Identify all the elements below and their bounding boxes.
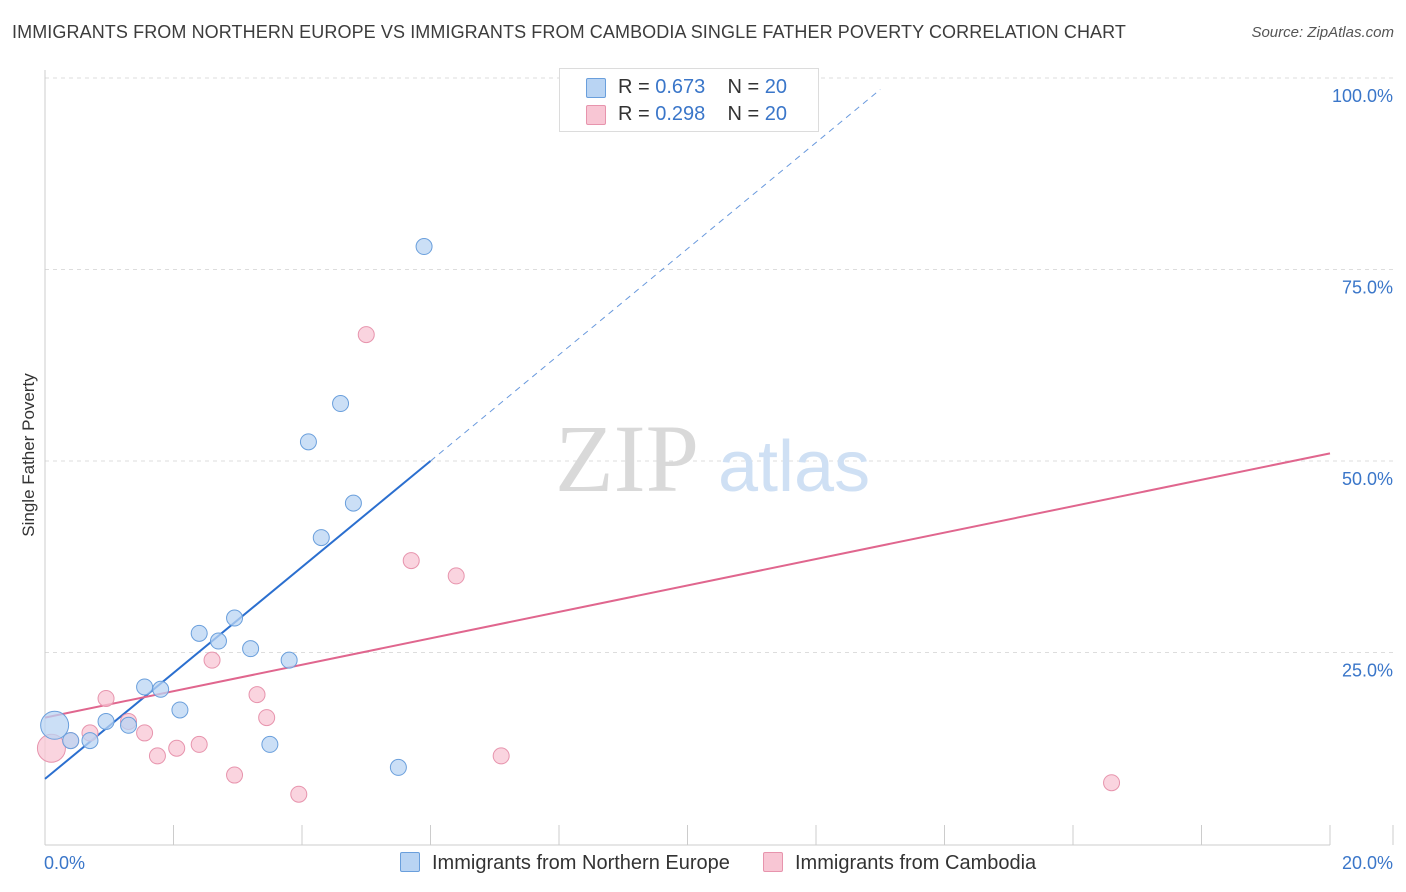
- point-cambodia: [226, 766, 244, 784]
- axes: [44, 70, 1394, 846]
- y-tick-label: 100.0%: [1332, 86, 1393, 106]
- point-cambodia: [402, 552, 420, 570]
- point-northern-europe: [242, 640, 260, 658]
- data-points: [36, 80, 1121, 803]
- bottom-legend-label-pink: Immigrants from Cambodia: [795, 852, 1037, 874]
- y-tick-label: 25.0%: [1342, 661, 1393, 681]
- point-cambodia: [190, 735, 208, 753]
- point-northern-europe: [389, 758, 407, 776]
- point-cambodia: [148, 747, 166, 765]
- point-cambodia: [168, 739, 186, 757]
- point-cambodia: [290, 785, 308, 803]
- y-tick-label: 50.0%: [1342, 469, 1393, 489]
- point-northern-europe: [226, 609, 244, 627]
- point-northern-europe: [415, 238, 433, 256]
- point-cambodia: [97, 689, 115, 707]
- legend-swatch-blue: [586, 78, 606, 98]
- x-tick-label-max: 20.0%: [1342, 853, 1393, 873]
- grid-lines: [45, 77, 1393, 653]
- point-cambodia: [258, 709, 276, 727]
- trend-line-cambodia: [44, 452, 1331, 719]
- legend-n-label: N =: [727, 103, 760, 125]
- watermark: ZIP atlas: [555, 405, 870, 512]
- legend-r-value-blue: 0.673: [655, 76, 706, 98]
- point-northern-europe: [62, 732, 80, 750]
- bottom-legend-northern-europe: Immigrants from Northern Europe: [400, 852, 730, 875]
- point-northern-europe: [332, 395, 350, 413]
- legend-r-value-pink: 0.298: [655, 103, 706, 125]
- point-cambodia: [203, 651, 221, 669]
- legend-r-label: R =: [618, 76, 650, 98]
- point-northern-europe: [40, 710, 70, 740]
- bottom-legend-cambodia: Immigrants from Cambodia: [763, 852, 1036, 875]
- y-tick-label: 75.0%: [1342, 278, 1393, 298]
- y-axis-label: Single Father Poverty: [19, 373, 38, 537]
- point-northern-europe: [280, 651, 298, 669]
- point-northern-europe: [97, 712, 115, 730]
- point-northern-europe: [312, 529, 330, 547]
- chart-title: IMMIGRANTS FROM NORTHERN EUROPE VS IMMIG…: [12, 22, 1127, 42]
- correlation-legend: R = 0.673 N = 20 R = 0.298 N = 20: [559, 68, 819, 132]
- legend-n-value-pink: 20: [764, 103, 788, 125]
- legend-swatch-pink: [586, 105, 606, 125]
- bottom-legend-label-blue: Immigrants from Northern Europe: [432, 852, 730, 874]
- source-label: Source: ZipAtlas.com: [1251, 24, 1394, 41]
- point-cambodia: [492, 747, 510, 765]
- point-cambodia: [136, 724, 154, 742]
- legend-n-label: N =: [727, 76, 760, 98]
- point-northern-europe: [261, 735, 279, 753]
- point-cambodia: [248, 686, 266, 704]
- tick-labels: 25.0% 50.0% 75.0% 100.0% 0.0% 20.0%: [44, 86, 1393, 873]
- legend-r-label: R =: [618, 103, 650, 125]
- point-northern-europe: [171, 701, 189, 719]
- legend-n-value-blue: 20: [764, 76, 788, 98]
- point-northern-europe: [190, 624, 208, 642]
- point-northern-europe: [344, 494, 362, 512]
- point-cambodia: [1103, 774, 1121, 792]
- point-northern-europe: [299, 433, 317, 451]
- trend-line-northern-europe-extension: [430, 89, 881, 462]
- watermark-atlas: atlas: [718, 427, 870, 507]
- point-northern-europe: [136, 678, 154, 696]
- point-northern-europe: [209, 632, 227, 650]
- bottom-legend-swatch-blue: [400, 852, 420, 872]
- x-tick-label-min: 0.0%: [44, 853, 85, 873]
- point-cambodia: [447, 567, 465, 585]
- point-northern-europe: [152, 680, 170, 698]
- point-northern-europe: [81, 732, 99, 750]
- point-cambodia: [357, 326, 375, 344]
- bottom-legend-swatch-pink: [763, 852, 783, 872]
- point-northern-europe: [120, 716, 138, 734]
- watermark-zip: ZIP: [555, 405, 699, 512]
